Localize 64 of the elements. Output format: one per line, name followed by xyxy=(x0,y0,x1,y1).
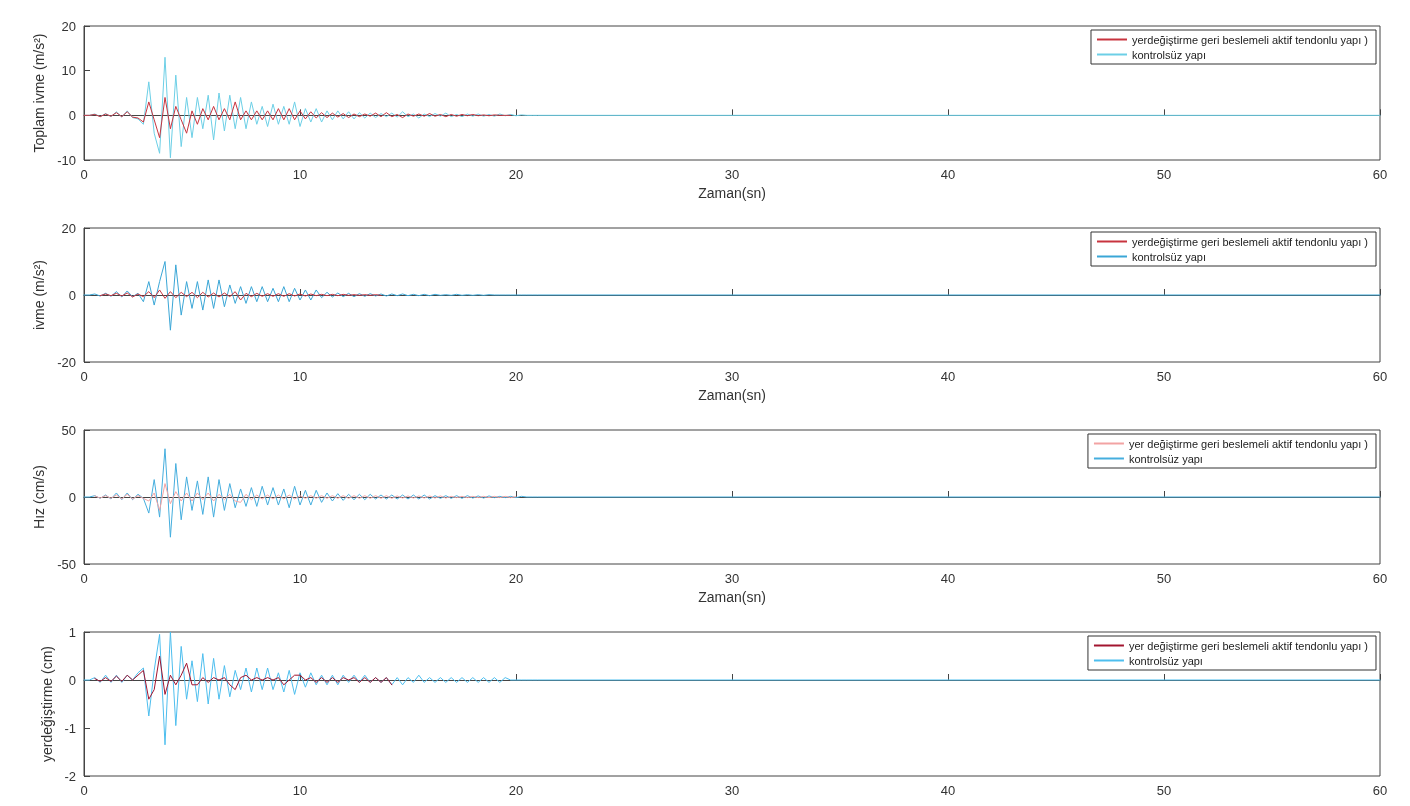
legend-label: yer değiştirme geri beslemeli aktif tendonlu yapı ) xyxy=(1128,437,1369,450)
y-axis-title: yerdeğiştirme (cm) xyxy=(38,646,55,762)
x-tick-label: 30 xyxy=(724,783,740,798)
line-series xyxy=(83,448,1381,538)
x-tick-label: 60 xyxy=(1372,783,1388,798)
y-tick-label: -50 xyxy=(57,556,76,572)
line-series xyxy=(94,483,517,511)
x-tick-label: 20 xyxy=(508,167,524,182)
x-tick-label: 0 xyxy=(80,571,88,586)
y-axis-title: ivme (m/s²) xyxy=(31,260,48,330)
line-series xyxy=(83,96,512,139)
y-tick-label: -10 xyxy=(57,152,76,168)
x-tick-label: 0 xyxy=(80,369,88,384)
y-tick-label: 0 xyxy=(68,107,76,123)
y-tick-label: -2 xyxy=(64,768,76,784)
y-tick-label: 0 xyxy=(68,672,76,688)
x-tick-label: 50 xyxy=(1156,783,1172,798)
x-tick-label: 40 xyxy=(940,369,956,384)
x-tick-label: 60 xyxy=(1372,167,1388,182)
x-tick-label: 20 xyxy=(508,369,524,384)
legend-label: kontrolsüz yapı xyxy=(1128,452,1203,465)
x-tick-label: 0 xyxy=(80,783,88,798)
y-tick-label: 50 xyxy=(61,422,76,438)
x-tick-label: 30 xyxy=(724,571,740,586)
y-tick-label: -1 xyxy=(64,720,76,736)
x-tick-label: 60 xyxy=(1372,571,1388,586)
x-tick-label: 10 xyxy=(292,571,308,586)
x-tick-label: 20 xyxy=(508,571,524,586)
x-tick-label: 0 xyxy=(80,167,88,182)
legend-label: yerdeğiştirme geri beslemeli aktif tendonlu yapı ) xyxy=(1132,235,1369,248)
y-axis-title: Toplam ivme (m/s²) xyxy=(31,33,48,153)
y-tick-label: 0 xyxy=(68,489,76,505)
line-series xyxy=(83,261,1381,331)
x-tick-label: 40 xyxy=(940,167,956,182)
y-tick-label: -20 xyxy=(57,354,76,370)
line-series xyxy=(83,631,1381,746)
line-series xyxy=(99,289,382,301)
legend-label: kontrolsüz yapı xyxy=(1128,654,1203,667)
x-tick-label: 20 xyxy=(508,783,524,798)
legend-label: kontrolsüz yapı xyxy=(1132,48,1206,61)
x-tick-label: 10 xyxy=(292,369,308,384)
legend-label: kontrolsüz yapı xyxy=(1132,250,1206,263)
legend-label: yer değiştirme geri beslemeli aktif tendonlu yapı ) xyxy=(1128,639,1369,652)
x-tick-label: 30 xyxy=(724,369,740,384)
x-axis-title: Zaman(sn) xyxy=(698,386,766,403)
x-tick-label: 40 xyxy=(940,571,956,586)
x-tick-label: 50 xyxy=(1156,571,1172,586)
x-tick-label: 10 xyxy=(292,783,308,798)
legend-label: yerdeğiştirme geri beslemeli aktif tendonlu yapı ) xyxy=(1132,33,1369,46)
y-axis-title: Hız (cm/s) xyxy=(31,465,48,529)
x-tick-label: 60 xyxy=(1372,369,1388,384)
x-tick-label: 40 xyxy=(940,783,956,798)
line-series xyxy=(94,655,393,700)
x-tick-label: 50 xyxy=(1156,167,1172,182)
x-axis-title: Zaman(sn) xyxy=(698,184,766,201)
y-tick-label: 10 xyxy=(61,63,76,79)
y-tick-label: 20 xyxy=(61,220,76,236)
y-tick-label: 1 xyxy=(68,624,76,640)
x-tick-label: 10 xyxy=(292,167,308,182)
x-axis-title: Zaman(sn) xyxy=(698,588,766,605)
x-tick-label: 30 xyxy=(724,167,740,182)
x-tick-label: 50 xyxy=(1156,369,1172,384)
y-tick-label: 20 xyxy=(61,18,76,34)
y-tick-label: 0 xyxy=(68,287,76,303)
